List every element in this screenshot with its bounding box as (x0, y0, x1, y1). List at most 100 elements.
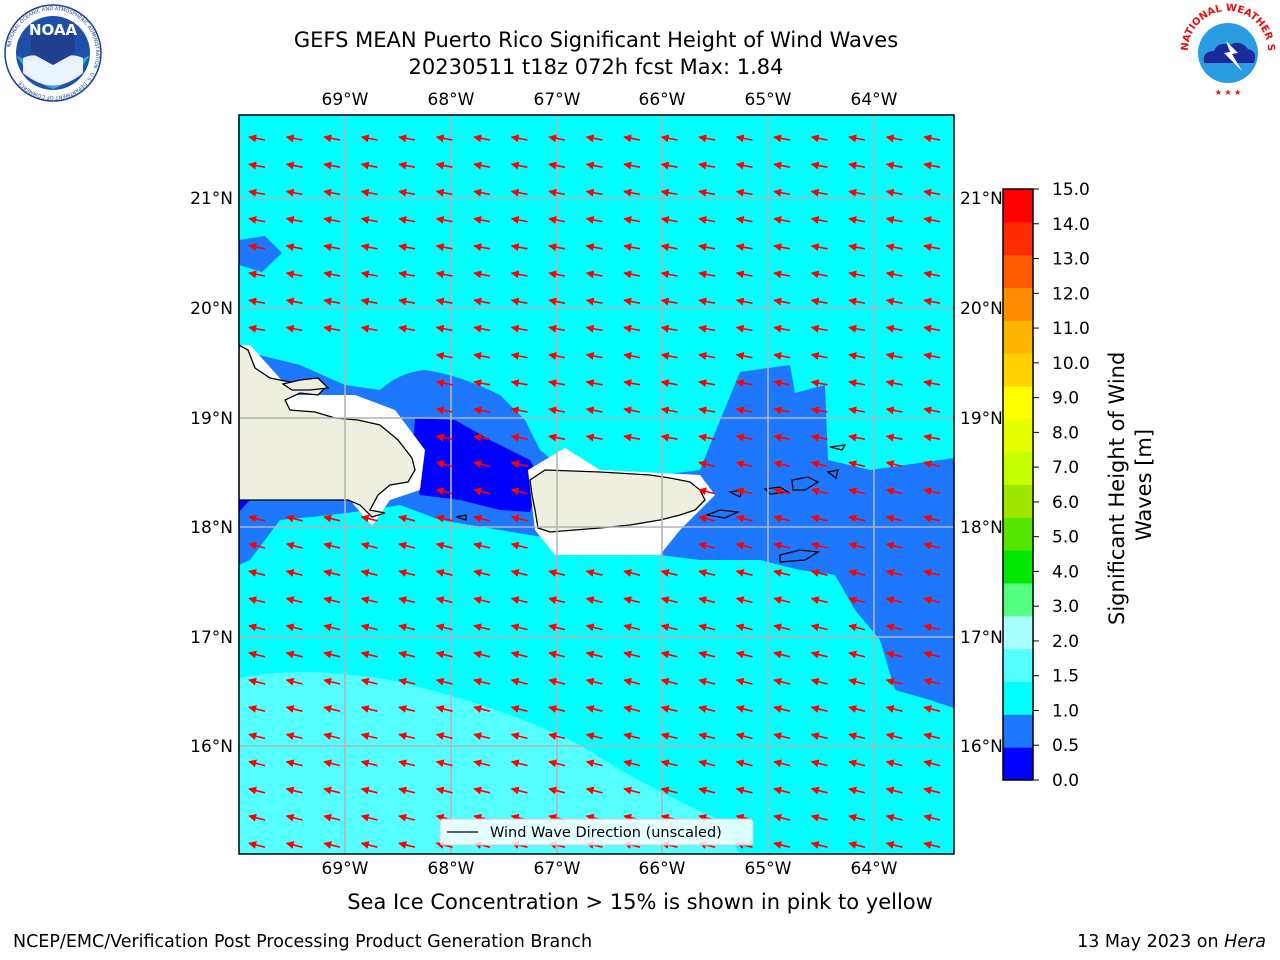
wind-arrow (548, 569, 566, 577)
wind-arrow (848, 243, 866, 252)
wind-arrow (285, 677, 303, 686)
wind-arrow (848, 161, 866, 170)
svg-text:★ ★ ★: ★ ★ ★ (1215, 88, 1242, 97)
nws-logo: NATIONAL WEATHER SERVICE ★ ★ ★ (1178, 1, 1276, 99)
wind-arrow (473, 161, 491, 170)
wind-arrow (285, 134, 303, 143)
wind-arrow (848, 487, 866, 496)
footer-branch: NCEP/EMC/Verification Post Processing Pr… (13, 932, 593, 952)
wind-arrow (923, 487, 941, 496)
wind-arrow (360, 841, 378, 849)
wind-arrow (660, 596, 678, 605)
wind-arrow (473, 324, 491, 333)
colorbar-tick-label: 4.0 (1052, 562, 1079, 582)
wind-arrow (698, 460, 716, 469)
colorbar-ticks: 0.0 0.5 1.0 1.5 2.0 3.0 4.0 5.0 6.0 7.0 8.0 9.0 10.0… (1033, 180, 1090, 791)
wind-arrow (885, 487, 903, 496)
wind-arrow (473, 759, 491, 768)
wind-arrow (810, 324, 828, 333)
wind-arrow (510, 650, 528, 659)
wind-arrow (735, 297, 753, 306)
wind-arrow (323, 161, 341, 170)
wind-arrow (248, 514, 266, 523)
wind-arrow (698, 732, 716, 741)
wind-arrow (660, 406, 678, 415)
lat-labels-right: 21°N 20°N 19°N 18°N 17°N 16°N (960, 189, 1003, 757)
wind-arrow (923, 270, 941, 279)
wind-arrow (848, 813, 866, 822)
wind-arrow (660, 324, 678, 333)
wind-arrow (360, 813, 378, 822)
wind-arrow (810, 677, 828, 686)
wind-arrow (285, 324, 303, 333)
lat-label-right: 16°N (960, 737, 1003, 757)
wind-arrow (398, 732, 416, 741)
wind-arrow (360, 134, 378, 143)
wind-arrow (660, 759, 678, 768)
wind-arrow (885, 705, 903, 713)
wind-arrow (285, 596, 303, 605)
lat-labels-left: 21°N 20°N 19°N 18°N 17°N 16°N (190, 189, 233, 757)
wind-arrow (473, 732, 491, 741)
wind-arrow (810, 297, 828, 306)
lon-label-bottom: 64°W (851, 859, 898, 879)
wind-arrow (810, 786, 828, 795)
wind-arrow (435, 650, 453, 659)
wind-arrow (510, 215, 528, 224)
wind-arrow (473, 786, 491, 795)
wind-arrow (248, 188, 266, 197)
wind-arrow (660, 270, 678, 279)
wind-arrow (510, 243, 528, 252)
wind-arrow (773, 406, 791, 415)
wind-arrow (698, 188, 716, 197)
lat-label-right: 17°N (960, 628, 1003, 648)
wind-arrow (435, 541, 453, 550)
wind-arrow (248, 161, 266, 170)
wind-arrow (623, 623, 641, 632)
wind-arrow (398, 596, 416, 605)
wind-arrow (548, 650, 566, 659)
wind-arrow (623, 270, 641, 279)
wind-arrow (435, 623, 453, 632)
wind-arrow (923, 188, 941, 197)
wind-arrow (848, 841, 866, 849)
wind-arrow (623, 379, 641, 388)
colorbar-tick-label: 7.0 (1052, 458, 1079, 478)
colorbar-tick-label: 14.0 (1052, 215, 1090, 235)
wind-arrow (698, 569, 716, 577)
wind-arrow (510, 677, 528, 686)
colorbar-tick-label: 2.0 (1052, 632, 1079, 652)
wind-arrow (248, 541, 266, 550)
colorbar-segment (1003, 418, 1033, 453)
wind-arrow (810, 406, 828, 415)
wind-arrow (585, 297, 603, 306)
wind-arrow (285, 813, 303, 822)
wind-arrow (848, 134, 866, 143)
wind-arrow (848, 379, 866, 388)
wind-arrow (698, 786, 716, 795)
wind-arrow (660, 732, 678, 741)
legend-label: Wind Wave Direction (unscaled) (490, 825, 722, 841)
wind-arrow (810, 161, 828, 170)
wind-arrow (660, 243, 678, 252)
wind-arrow (773, 243, 791, 252)
wind-arrow (585, 759, 603, 768)
wind-arrow (510, 433, 528, 442)
wind-arrow (810, 243, 828, 252)
colorbar-segment (1003, 714, 1033, 748)
wind-arrow (735, 677, 753, 686)
wind-arrow (660, 351, 678, 360)
wind-arrow (248, 215, 266, 224)
map-frame (238, 114, 955, 855)
wind-arrow (735, 406, 753, 415)
wind-arrow (248, 569, 266, 577)
wind-arrow (473, 650, 491, 659)
wind-arrow (885, 297, 903, 306)
wind-arrow (435, 215, 453, 224)
wind-arrow (660, 569, 678, 577)
wind-arrow (548, 433, 566, 442)
wind-arrow (885, 270, 903, 279)
wind-arrow (848, 569, 866, 577)
wind-arrow (810, 569, 828, 577)
